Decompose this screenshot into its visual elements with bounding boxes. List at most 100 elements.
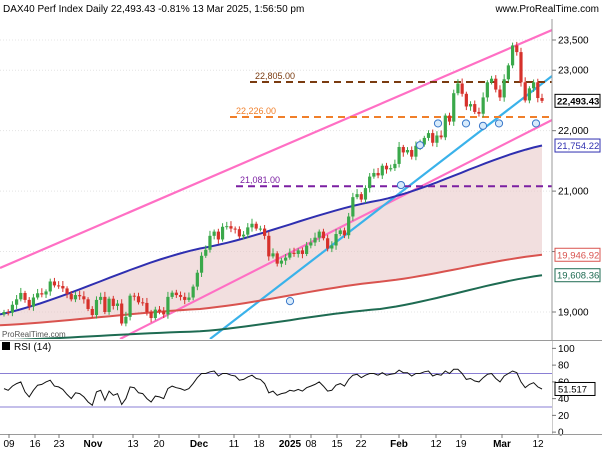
- price-tick-label: 23,500: [558, 36, 589, 47]
- candle-body: [216, 231, 220, 240]
- candle-body: [120, 303, 124, 324]
- candle-body: [40, 293, 44, 295]
- candle-body: [477, 111, 481, 114]
- candle-body: [246, 227, 250, 235]
- sma50-line: [0, 144, 543, 316]
- candle-body: [174, 292, 178, 296]
- candle-body: [94, 299, 99, 316]
- candle-body: [372, 172, 376, 177]
- candle-body: [536, 82, 540, 99]
- channel-upper-line: [0, 28, 552, 270]
- date-tick-label: 15: [331, 439, 343, 450]
- header-bar: [0, 0, 602, 17]
- candle-body: [317, 231, 321, 238]
- candle-body: [157, 309, 162, 312]
- candle-body: [136, 296, 141, 303]
- candle-body: [338, 230, 342, 235]
- date-tick-label: 16: [29, 439, 41, 450]
- signal-marker-icon: [461, 119, 471, 128]
- candle-body: [166, 296, 170, 315]
- rsi-tick-label: 40: [558, 394, 570, 405]
- price-panel: 22,805.00 22,226.00 21,081.00 ProRealTime.…: [0, 19, 552, 339]
- candle-body: [506, 65, 510, 80]
- candle-body: [90, 308, 94, 316]
- signal-marker-icon: [478, 121, 488, 130]
- price-badge: [554, 247, 601, 262]
- date-tick-label: 23: [53, 439, 65, 450]
- price-badge: [554, 93, 601, 108]
- candle-body: [73, 295, 78, 300]
- date-tick-label: 09: [3, 439, 15, 450]
- candle-body: [271, 253, 275, 257]
- date-tick-label: 13: [127, 439, 139, 450]
- date-tick-label: 20: [153, 439, 165, 450]
- level-label: 21,081.00: [240, 175, 280, 185]
- candle-body: [36, 293, 40, 298]
- candle-body: [279, 260, 284, 264]
- rsi-axis: 10080604020051.517: [552, 344, 596, 439]
- candle-body: [540, 98, 544, 101]
- candle-body: [225, 226, 229, 228]
- signal-markers: [285, 119, 541, 306]
- candle-body: [31, 297, 36, 307]
- candle-body: [460, 83, 464, 94]
- date-tick-label: 12: [430, 439, 442, 450]
- candle-body: [296, 250, 300, 254]
- date-tick-label: Mar: [493, 439, 511, 450]
- candle-body: [78, 295, 82, 297]
- price-badge-label: 19,946.92: [557, 250, 599, 261]
- rsi-legend-swatch: [2, 342, 10, 350]
- candle-body: [61, 286, 65, 289]
- rsi-tick-label: 100: [558, 344, 575, 355]
- candle-body: [502, 79, 506, 98]
- candle-body: [321, 231, 326, 239]
- candle-body: [237, 229, 241, 237]
- candle-body: [376, 172, 380, 176]
- candle-body: [288, 252, 292, 258]
- rsi-tick-label: 0: [558, 428, 564, 439]
- candle-body: [187, 297, 191, 300]
- candle-body: [6, 312, 10, 313]
- date-tick-label: 18: [253, 439, 265, 450]
- candle-body: [510, 45, 515, 66]
- candle-body: [359, 194, 363, 200]
- candle-body: [393, 163, 397, 169]
- candle-body: [212, 231, 216, 236]
- rsi-value-badge: [554, 381, 596, 396]
- candle-body: [99, 296, 103, 300]
- candle-body: [69, 293, 73, 300]
- rsi-tick-label: 20: [558, 411, 570, 422]
- signal-marker-icon: [494, 119, 504, 128]
- candle-body: [19, 292, 23, 300]
- candle-body: [115, 303, 120, 306]
- candle-body: [515, 45, 519, 53]
- candle-body: [473, 104, 477, 112]
- date-tick-label: 12: [532, 439, 544, 450]
- rsi-panel-bg: [0, 341, 552, 434]
- signal-marker-icon: [415, 141, 425, 150]
- candle-body: [410, 150, 414, 157]
- candle-body: [334, 234, 338, 246]
- candle-body: [489, 78, 494, 83]
- ema200-line: [0, 253, 543, 327]
- candle-body: [258, 228, 262, 230]
- candle-body: [2, 312, 6, 315]
- price-tick-label: 23,000: [558, 66, 589, 77]
- rsi-label: RSI (14): [14, 342, 51, 353]
- candle-body: [519, 52, 523, 83]
- candle-body: [275, 253, 279, 264]
- candle-body: [250, 223, 254, 228]
- candle-body: [368, 176, 372, 189]
- date-tick-label: Nov: [84, 439, 103, 450]
- candle-body: [208, 235, 212, 250]
- site-label: www.ProRealTime.com: [494, 4, 599, 15]
- date-tick-label: Dec: [190, 439, 209, 450]
- candle-body: [183, 296, 187, 300]
- candles: [2, 41, 544, 327]
- rsi-line: [3, 368, 543, 407]
- candle-body: [447, 115, 452, 122]
- date-tick-label: 19: [455, 439, 467, 450]
- candle-body: [220, 226, 225, 240]
- candle-body: [65, 288, 69, 294]
